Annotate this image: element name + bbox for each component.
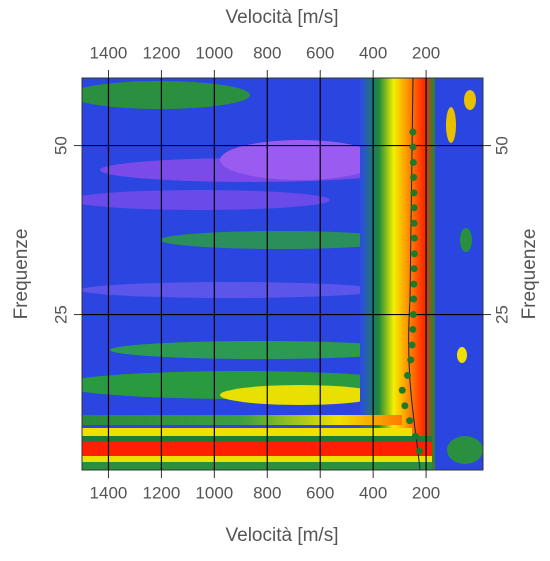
x-tick-label: 800 [253,43,281,62]
y-tick-label: 50 [492,136,511,155]
point [410,173,418,181]
x-tick-label: 600 [306,43,334,62]
point [409,158,417,166]
x-tick-label: 1000 [195,43,233,62]
y-tick-label: 50 [51,136,70,155]
x-tick-label: 200 [412,43,440,62]
point [410,250,418,258]
point [409,325,417,333]
point [410,189,418,197]
point [410,265,418,273]
x-tick-label: 800 [253,483,281,502]
point [410,234,418,242]
point [409,143,417,151]
x-tick-label: 1400 [90,483,128,502]
point [415,447,423,455]
point [406,417,414,425]
x-tick-label: 200 [412,483,440,502]
x-tick-label: 400 [359,43,387,62]
x-tick-label: 1000 [195,483,233,502]
x-tick-label: 1200 [142,483,180,502]
point [408,341,416,349]
plot-frame [81,77,484,471]
y-tick-label: 25 [492,305,511,324]
point [404,371,412,379]
x-axis-title-bottom: Velocità [m/s] [226,525,339,546]
y-axis-title-left: Frequenze [11,229,32,320]
point [410,280,418,288]
point [407,356,415,364]
point [410,295,418,303]
point [398,386,406,394]
point [412,432,420,440]
x-axis-title-top: Velocità [m/s] [226,7,339,28]
point [410,219,418,227]
x-tick-label: 400 [359,483,387,502]
y-axis-title-right: Frequenze [519,229,540,320]
x-tick-label: 1400 [90,43,128,62]
x-tick-label: 1200 [142,43,180,62]
heatmap [82,78,483,470]
point [409,311,417,319]
point [409,128,417,136]
point [401,402,409,410]
y-tick-label: 25 [51,305,70,324]
point [410,204,418,212]
x-tick-label: 600 [306,483,334,502]
